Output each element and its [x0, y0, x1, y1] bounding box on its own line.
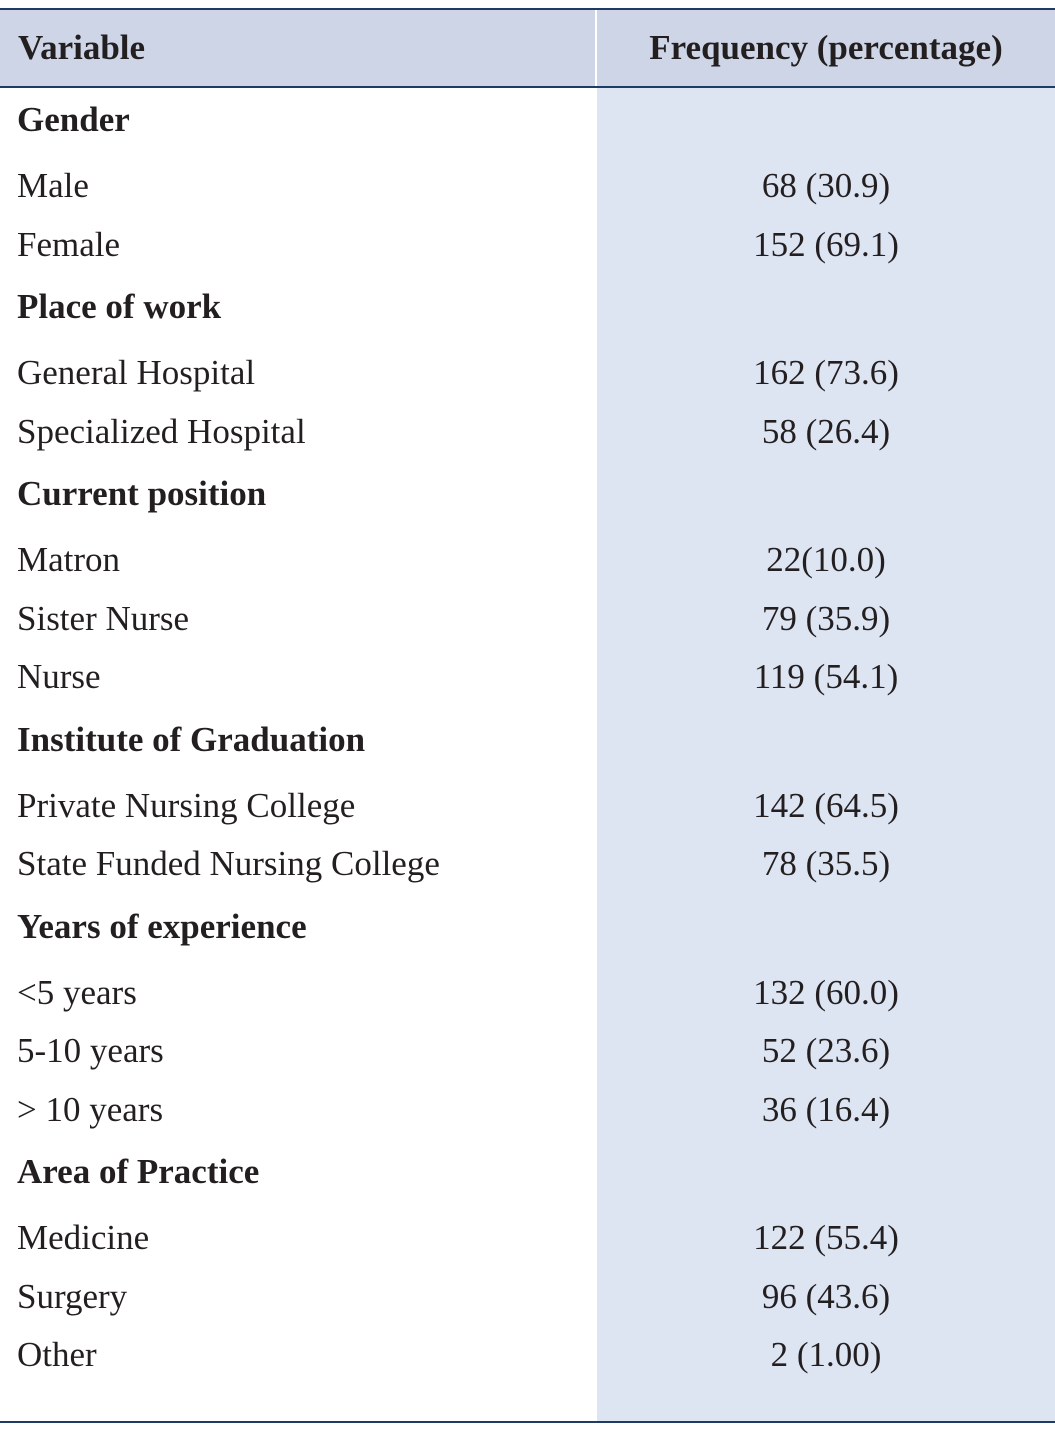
category-row: Current position — [0, 462, 1055, 532]
category-label: Place of work — [17, 287, 222, 326]
row-label: <5 years — [17, 972, 137, 1012]
header-variable: Variable — [18, 28, 146, 67]
row-value: 132 (60.0) — [753, 972, 899, 1012]
row-label: Surgery — [17, 1276, 128, 1316]
table-row: <5 years 132 (60.0) — [0, 965, 1055, 1024]
category-label: Years of experience — [17, 906, 307, 946]
table-row: Other 2 (1.00) — [0, 1327, 1055, 1386]
table-row: Sister Nurse 79 (35.9) — [0, 591, 1055, 650]
row-label: Matron — [17, 540, 121, 579]
table-row: Surgery 96 (43.6) — [0, 1269, 1055, 1328]
demographics-table: Variable Frequency (percentage) Gender M… — [0, 8, 1055, 1423]
header-bottom-rule — [0, 86, 1055, 88]
row-value: 22(10.0) — [766, 540, 886, 579]
category-label: Current position — [17, 474, 267, 513]
header-column-divider — [595, 10, 597, 86]
row-value: 79 (35.9) — [761, 598, 891, 638]
category-row: Years of experience — [0, 895, 1055, 965]
row-value: 2 (1.00) — [770, 1335, 882, 1374]
row-value: 162 (73.6) — [753, 353, 899, 392]
category-row: Institute of Graduation — [0, 708, 1055, 778]
row-value: 36 (16.4) — [761, 1089, 891, 1129]
category-label: Area of Practice — [17, 1152, 260, 1191]
row-label: Sister Nurse — [17, 598, 190, 638]
row-label: Medicine — [17, 1218, 150, 1257]
table-row: Matron 22(10.0) — [0, 532, 1055, 591]
table-row: > 10 years 36 (16.4) — [0, 1082, 1055, 1141]
table-row: Medicine 122 (55.4) — [0, 1210, 1055, 1269]
row-value: 142 (64.5) — [753, 785, 899, 825]
table-top-rule — [0, 8, 1055, 10]
category-label: Gender — [17, 100, 130, 139]
row-label: General Hospital — [17, 353, 256, 392]
table-row: State Funded Nursing College 78 (35.5) — [0, 836, 1055, 895]
frequency-column-shading — [597, 88, 1055, 1421]
table-row: Private Nursing College 142 (64.5) — [0, 778, 1055, 837]
row-value: 52 (23.6) — [761, 1031, 891, 1070]
row-value: 96 (43.6) — [761, 1276, 891, 1316]
table-row: Nurse 119 (54.1) — [0, 649, 1055, 708]
table-header-row — [0, 10, 1055, 86]
row-label: Other — [17, 1335, 97, 1374]
table-bottom-rule — [0, 1421, 1055, 1423]
row-label: Male — [17, 166, 89, 205]
row-value: 68 (30.9) — [761, 166, 891, 205]
category-row: Place of work — [0, 275, 1055, 345]
row-value: 152 (69.1) — [753, 224, 899, 264]
row-label: > 10 years — [17, 1089, 164, 1129]
category-row: Gender — [0, 88, 1055, 158]
row-label: Nurse — [17, 657, 101, 696]
table-row: Male 68 (30.9) — [0, 158, 1055, 217]
row-label: Female — [17, 224, 121, 264]
header-frequency: Frequency (percentage) — [649, 28, 1003, 67]
row-value: 122 (55.4) — [753, 1218, 899, 1257]
table-body: Gender Male 68 (30.9) Female 152 (69.1) … — [0, 88, 1055, 1386]
row-label: Specialized Hospital — [17, 411, 306, 451]
table-row: 5-10 years 52 (23.6) — [0, 1023, 1055, 1082]
row-label: 5-10 years — [17, 1031, 164, 1070]
row-value: 78 (35.5) — [761, 844, 891, 883]
table-row: Specialized Hospital 58 (26.4) — [0, 404, 1055, 463]
row-value: 119 (54.1) — [753, 657, 899, 696]
category-row: Area of Practice — [0, 1140, 1055, 1210]
table-row: Female 152 (69.1) — [0, 217, 1055, 276]
table-row: General Hospital 162 (73.6) — [0, 345, 1055, 404]
row-label: Private Nursing College — [17, 785, 356, 825]
row-value: 58 (26.4) — [761, 411, 891, 451]
row-label: State Funded Nursing College — [17, 844, 440, 883]
category-label: Institute of Graduation — [17, 719, 366, 759]
